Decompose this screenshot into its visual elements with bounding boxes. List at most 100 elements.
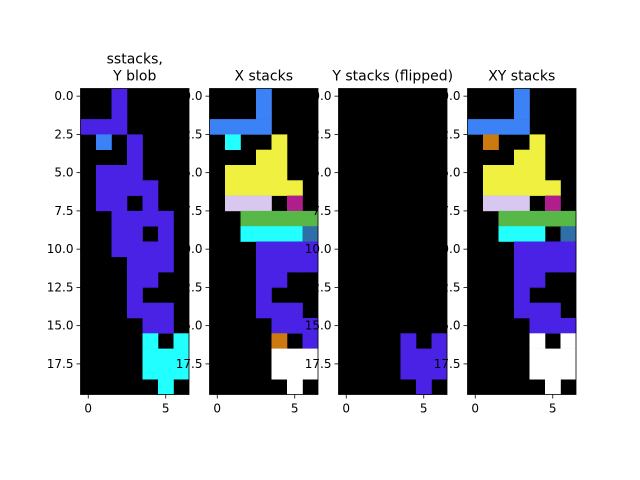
heatmap-cell (514, 119, 530, 135)
heatmap-cell (142, 302, 159, 319)
heatmap-cell (111, 226, 128, 242)
heatmap-cell (287, 195, 303, 212)
y-tick-label: 15.0 (176, 319, 203, 333)
heatmap-cell (483, 119, 499, 135)
heatmap-cell (287, 363, 303, 380)
heatmap-cell (271, 180, 288, 196)
heatmap-cell (529, 226, 546, 242)
heatmap-cell (431, 333, 448, 349)
heatmap-cell (498, 165, 515, 181)
heatmap-cell (127, 210, 143, 227)
heatmap-cell (111, 103, 128, 120)
heatmap-cell (545, 348, 561, 365)
heatmap-cell (158, 302, 174, 319)
heatmap-cell (483, 134, 499, 150)
heatmap-cell (498, 195, 515, 212)
heatmap-cell (545, 210, 561, 227)
x-tick-label: 5 (549, 402, 557, 416)
heatmap-cell (142, 333, 159, 349)
heatmap-cell (271, 272, 288, 288)
heatmap-cell (287, 180, 303, 196)
y-tick-label: 2.5 (54, 127, 73, 141)
heatmap-cell (498, 119, 515, 135)
heatmap-cell (225, 195, 241, 212)
x-tick-label: 0 (342, 402, 350, 416)
heatmap-cell (287, 302, 303, 319)
heatmap-cell (514, 165, 530, 181)
heatmap-cell (271, 165, 288, 181)
heatmap-cell (514, 272, 530, 288)
heatmap-cell (256, 149, 272, 166)
y-tick-label: 15.0 (434, 319, 461, 333)
y-tick-label: 15.0 (305, 319, 332, 333)
axes-frame (467, 88, 577, 395)
heatmap-cell (467, 119, 484, 135)
y-tick-label: 5.0 (312, 166, 331, 180)
y-tick-label: 5.0 (54, 166, 73, 180)
heatmap-cell (158, 363, 174, 380)
heatmap-cell (111, 180, 128, 196)
heatmap-cell (256, 256, 272, 273)
heatmap-cell (256, 241, 272, 258)
heatmap-cell (256, 165, 272, 181)
x-tick-label: 5 (420, 402, 428, 416)
heatmap-cell (271, 302, 288, 319)
axes-frame (80, 88, 190, 395)
heatmap-cell (498, 180, 515, 196)
heatmap-cell (142, 363, 159, 380)
heatmap-cell (529, 241, 546, 258)
heatmap-cell (287, 379, 303, 395)
heatmap-cell (256, 287, 272, 303)
heatmap-cell (96, 134, 112, 150)
heatmap-cell (142, 210, 159, 227)
y-tick-label: 5.0 (183, 166, 202, 180)
heatmap-cell (256, 88, 272, 105)
heatmap-panel-1: 0 5 0.0 2.5 5.0 7.5 10.0 12.5 15.0 17.5 sstacks,Y … (47, 52, 190, 416)
heatmap-cell (514, 287, 530, 303)
heatmap-cell (158, 348, 174, 365)
heatmap-cell (271, 241, 288, 258)
heatmap-cell (127, 149, 143, 166)
heatmap-cell (271, 149, 288, 166)
heatmap-cell (142, 180, 159, 196)
heatmap-cell (560, 241, 577, 258)
panel-title: sstacks, (107, 52, 163, 68)
heatmap-cell (529, 165, 546, 181)
heatmap-cell (127, 302, 143, 319)
y-tick-label: 17.5 (47, 357, 74, 371)
heatmap-cell (514, 180, 530, 196)
heatmap-cell (498, 210, 515, 227)
heatmap-cell (240, 180, 257, 196)
heatmap-cell (545, 302, 561, 319)
heatmap-cell (96, 119, 112, 135)
heatmap-cell (256, 226, 272, 242)
heatmap-cell (240, 226, 257, 242)
heatmap-cell (256, 180, 272, 196)
y-tick-label: 10.0 (305, 242, 332, 256)
heatmap-cell (256, 210, 272, 227)
axes-frame (338, 88, 448, 395)
heatmap-cell (142, 348, 159, 365)
y-tick-label: 0.0 (441, 89, 460, 103)
heatmap-cell (256, 119, 272, 135)
heatmap-cell (514, 88, 530, 105)
heatmap-cell (142, 256, 159, 273)
heatmap-cell (142, 241, 159, 258)
heatmap-cell (529, 180, 546, 196)
heatmap-cell (302, 226, 319, 242)
heatmap-cell (545, 318, 561, 334)
heatmap-cell (111, 119, 128, 135)
y-tick-label: 15.0 (47, 319, 74, 333)
heatmap-cell (302, 241, 319, 258)
heatmap-cell (514, 149, 530, 166)
heatmap-cell (209, 119, 226, 135)
heatmap-cell (271, 333, 288, 349)
heatmap-cell (173, 363, 190, 380)
heatmap-cell (302, 333, 319, 349)
heatmap-cell (302, 348, 319, 365)
y-tick-label: 12.5 (305, 280, 332, 294)
heatmap-cell (142, 272, 159, 288)
heatmap-cell (240, 119, 257, 135)
heatmap-cell (127, 256, 143, 273)
heatmap-cell (529, 149, 546, 166)
